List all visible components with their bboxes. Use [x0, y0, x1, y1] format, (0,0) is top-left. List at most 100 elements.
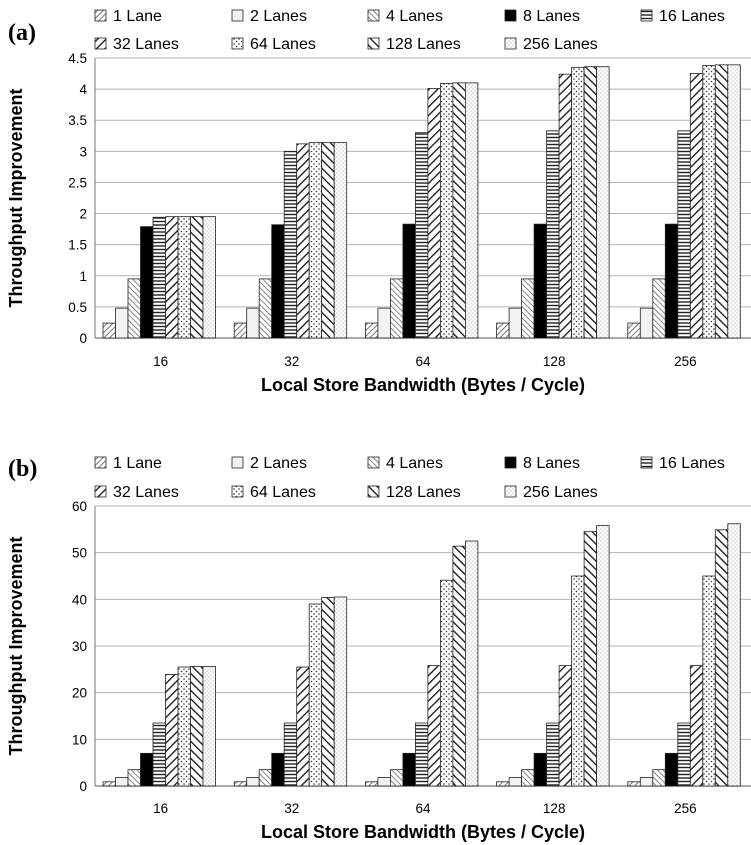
bar: [702, 575, 716, 787]
legend-label: 32 Lanes: [113, 36, 179, 53]
bar: [190, 216, 204, 339]
bar: [165, 674, 179, 787]
y-tick-label: 0: [79, 331, 87, 346]
legend-label: 2 Lanes: [250, 8, 307, 25]
bar: [496, 322, 510, 339]
y-tick-label: 2.5: [68, 175, 87, 190]
legend-swatch: [94, 456, 107, 469]
legend-item: 64 Lanes: [231, 484, 316, 501]
legend-label: 2 Lanes: [250, 455, 307, 472]
chart-panel-a: (a)1 Lane 2 Lanes 4 Lanes 8 Lanes 16 Lanes32…: [6, 8, 751, 395]
legend-swatch: [231, 456, 244, 469]
legend: 1 Lane 2 Lanes 4 Lanes 8 Lanes 16 Lanes 32 La…: [94, 455, 725, 501]
bar: [521, 278, 535, 339]
bar: [296, 666, 310, 787]
bar: [233, 781, 248, 787]
bar: [452, 82, 466, 339]
bar: [296, 143, 310, 339]
x-tick-label: 32: [284, 354, 299, 369]
bar: [377, 777, 391, 787]
legend-swatch: [231, 485, 244, 498]
bar: [102, 781, 116, 787]
bar: [627, 781, 641, 787]
bar-group: [496, 66, 610, 339]
bar: [583, 531, 597, 787]
bar: [283, 722, 298, 787]
legend-item: 128 Lanes: [367, 484, 461, 501]
legend-swatch: [504, 456, 517, 469]
y-tick-label: 40: [72, 592, 87, 607]
panel-label: (a): [8, 20, 36, 46]
legend-swatch: [367, 456, 380, 469]
bar: [333, 142, 348, 339]
bar: [246, 777, 260, 787]
bar: [402, 223, 416, 339]
y-tick-label: 60: [72, 499, 87, 514]
bar: [546, 130, 560, 339]
bar: [140, 226, 154, 339]
bar: [652, 278, 666, 339]
y-tick-label: 3.5: [68, 113, 87, 128]
bar: [364, 322, 379, 339]
bar: [258, 278, 273, 339]
bar: [702, 65, 716, 339]
bar: [246, 307, 260, 339]
legend-label: 16 Lanes: [659, 8, 725, 25]
bar: [140, 752, 154, 787]
legend-label: 16 Lanes: [659, 455, 725, 472]
legend-swatch: [504, 9, 517, 22]
legend-swatch: [504, 37, 517, 50]
legend-label: 256 Lanes: [523, 484, 598, 501]
bar-group: [233, 142, 348, 339]
bar-group: [102, 216, 216, 339]
bar: [652, 769, 666, 787]
bar: [639, 307, 654, 339]
bar: [571, 66, 585, 339]
legend-item: 1 Lane: [94, 8, 162, 25]
bar: [664, 223, 679, 339]
bar: [152, 722, 166, 787]
legend-item: 32 Lanes: [94, 36, 179, 53]
bar-group: [627, 64, 741, 339]
bar: [689, 73, 704, 339]
legend-item: 32 Lanes: [94, 484, 179, 501]
bar: [546, 722, 560, 787]
bar: [333, 596, 348, 787]
bar: [127, 769, 141, 787]
y-tick-label: 0.5: [68, 300, 87, 315]
bar: [321, 142, 335, 339]
x-tick-label: 256: [674, 354, 697, 369]
x-axis-title: Local Store Bandwidth (Bytes / Cycle): [261, 375, 585, 395]
bar: [308, 142, 323, 339]
bar-group: [364, 540, 479, 787]
bar: [639, 777, 654, 787]
legend-item: 16 Lanes: [640, 455, 725, 472]
bar: [152, 216, 166, 339]
legend-item: 1 Lane: [94, 455, 162, 472]
bar: [464, 82, 479, 339]
legend-swatch: [367, 485, 380, 498]
bar: [402, 752, 416, 787]
bar: [508, 307, 523, 339]
y-tick-label: 1.5: [68, 238, 87, 253]
legend-item: 8 Lanes: [504, 455, 580, 472]
bar: [558, 73, 572, 339]
y-tick-label: 10: [72, 732, 87, 747]
legend-item: 256 Lanes: [504, 484, 598, 501]
bar-group: [102, 666, 216, 787]
y-tick-label: 4.5: [68, 51, 87, 66]
legend-label: 8 Lanes: [523, 455, 580, 472]
bar: [414, 132, 429, 339]
x-tick-label: 64: [415, 354, 431, 369]
legend-label: 128 Lanes: [386, 484, 461, 501]
legend-item: 2 Lanes: [231, 8, 307, 25]
x-tick-label: 16: [153, 801, 168, 816]
legend-swatch: [367, 9, 380, 22]
legend-item: 256 Lanes: [504, 36, 598, 53]
bar: [389, 769, 404, 787]
x-axis-title: Local Store Bandwidth (Bytes / Cycle): [261, 822, 585, 842]
legend-item: 128 Lanes: [367, 36, 461, 53]
legend-label: 32 Lanes: [113, 484, 179, 501]
bar: [439, 579, 454, 787]
legend-label: 4 Lanes: [386, 8, 443, 25]
